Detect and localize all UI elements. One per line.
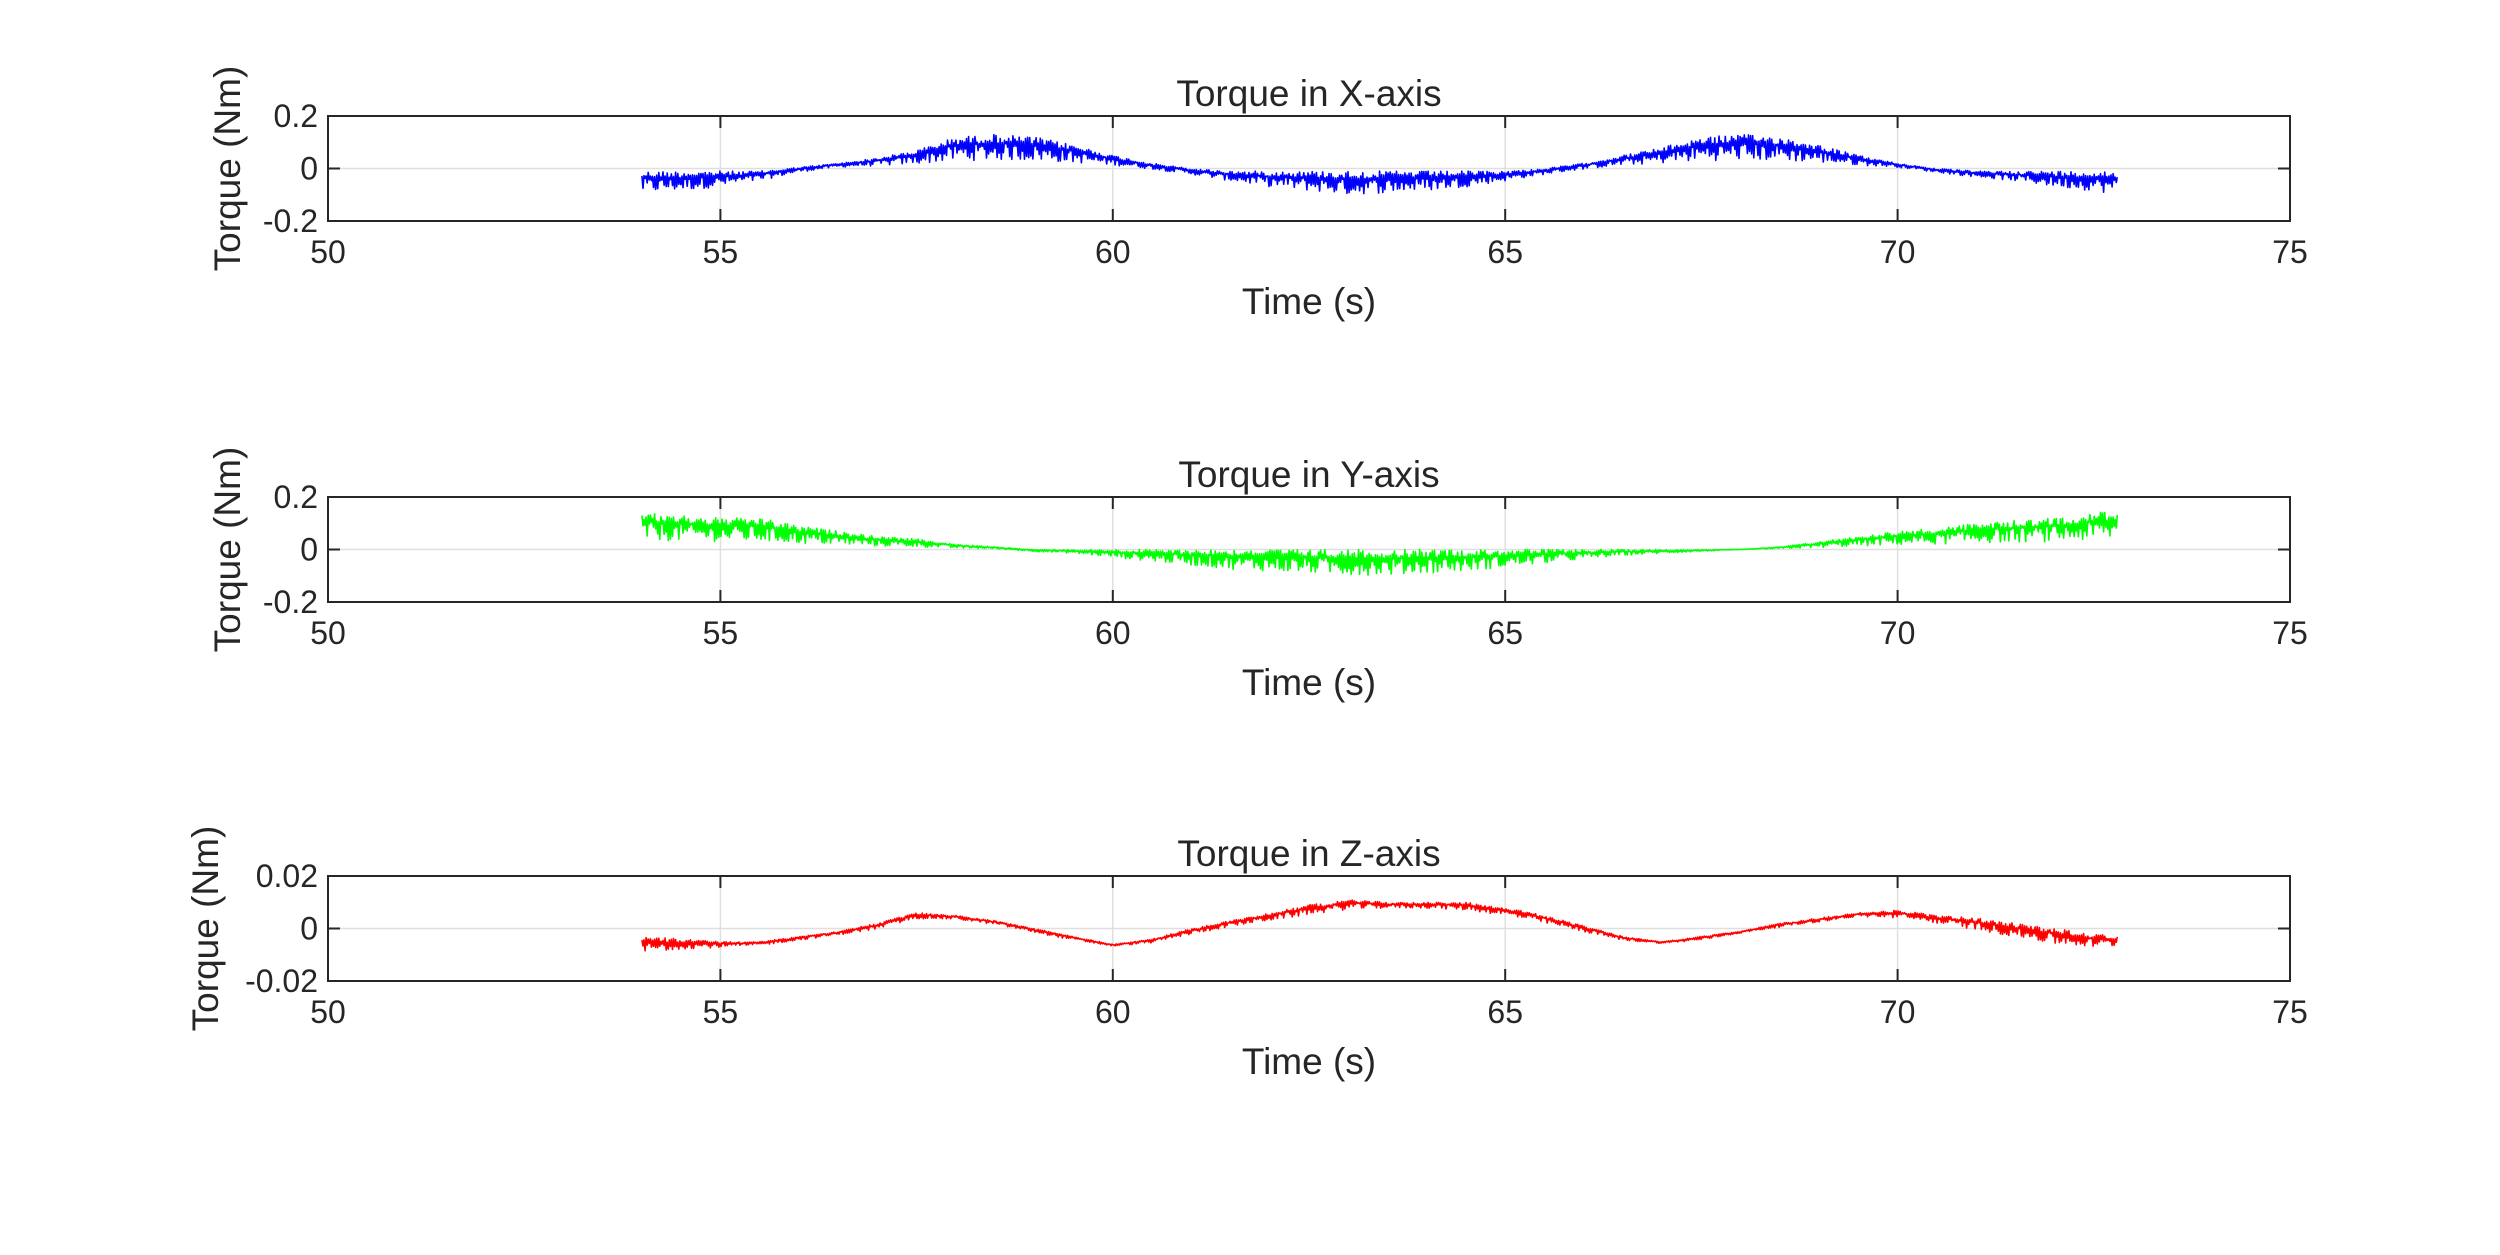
y-tick-label: -0.2 xyxy=(263,584,318,620)
x-tick-label: 75 xyxy=(2272,234,2308,270)
x-tick-label: 55 xyxy=(703,615,739,651)
chart-title-z: Torque in Z-axis xyxy=(1177,833,1440,874)
x-tick-label: 50 xyxy=(310,615,346,651)
x-tick-label: 50 xyxy=(310,234,346,270)
y-tick-label: -0.02 xyxy=(245,963,318,999)
data-line-x xyxy=(641,133,2119,195)
data-line-y xyxy=(641,511,2119,576)
x-axis-label-x: Time (s) xyxy=(1242,281,1376,322)
x-tick-label: 75 xyxy=(2272,615,2308,651)
y-tick-label: 0.02 xyxy=(256,858,318,894)
y-tick-label: 0 xyxy=(300,532,318,568)
x-axis-label-z: Time (s) xyxy=(1242,1041,1376,1082)
x-tick-label: 75 xyxy=(2272,994,2308,1030)
subplot-torque-x: 50 55 60 65 70 75 -0.2 0 0.2 Torque in X-axis Time… xyxy=(207,66,2308,322)
x-tick-label: 50 xyxy=(310,994,346,1030)
y-tick-label: 0 xyxy=(300,151,318,187)
data-line-z xyxy=(641,899,2119,952)
y-tick-label: 0.2 xyxy=(274,479,318,515)
y-tick-label: -0.2 xyxy=(263,203,318,239)
subplot-torque-z: 50 55 60 65 70 75 -0.02 0 0.02 Torque in Z-axis Ti… xyxy=(185,826,2308,1082)
y-axis-label-x: Torque (Nm) xyxy=(207,66,248,272)
x-tick-label: 60 xyxy=(1095,234,1131,270)
x-tick-label: 65 xyxy=(1487,234,1523,270)
chart-title-y: Torque in Y-axis xyxy=(1178,454,1439,495)
x-tick-label: 55 xyxy=(703,994,739,1030)
x-tick-label: 70 xyxy=(1880,615,1916,651)
y-tick-label: 0.2 xyxy=(274,98,318,134)
y-axis-label-y: Torque (Nm) xyxy=(207,447,248,653)
y-tick-label: 0 xyxy=(300,911,318,947)
x-tick-label: 55 xyxy=(703,234,739,270)
x-tick-label: 60 xyxy=(1095,994,1131,1030)
x-tick-label: 60 xyxy=(1095,615,1131,651)
x-tick-label: 65 xyxy=(1487,994,1523,1030)
x-tick-label: 70 xyxy=(1880,994,1916,1030)
subplot-torque-y: 50 55 60 65 70 75 -0.2 0 0.2 Torque in Y-axis Time… xyxy=(207,447,2308,703)
x-tick-label: 65 xyxy=(1487,615,1523,651)
x-axis-label-y: Time (s) xyxy=(1242,662,1376,703)
chart-title-x: Torque in X-axis xyxy=(1176,73,1441,114)
y-axis-label-z: Torque (Nm) xyxy=(185,826,226,1032)
x-tick-label: 70 xyxy=(1880,234,1916,270)
